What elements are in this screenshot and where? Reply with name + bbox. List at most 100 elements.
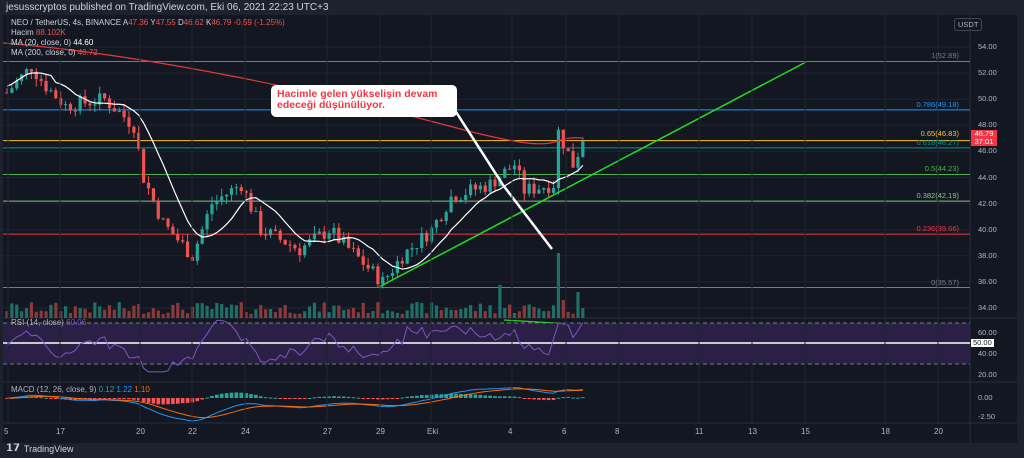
volume-bar: [332, 305, 336, 318]
candle-body: [390, 272, 395, 276]
candle-body: [366, 264, 370, 269]
macd-histogram-bar: [312, 397, 317, 399]
candle-body: [78, 96, 82, 112]
callout-pointer: [447, 100, 553, 250]
candle-body: [249, 192, 253, 212]
candle-body: [400, 260, 404, 264]
volume-bar: [239, 302, 243, 318]
macd-histogram-bar: [507, 396, 512, 398]
macd-histogram-bar: [185, 398, 190, 403]
volume-bar: [317, 311, 321, 318]
volume-bar: [400, 313, 404, 318]
volume-bar: [34, 311, 38, 318]
volume-bar: [537, 308, 541, 318]
ma20-legend[interactable]: MA (20, close, 0) 44.60: [11, 38, 93, 47]
volume-bar: [351, 307, 356, 318]
volume-value: 88.102K: [35, 28, 66, 37]
candle-body: [439, 220, 443, 222]
volume-bar: [312, 302, 317, 318]
time-tick: 5: [4, 427, 9, 436]
macd-histogram-bar: [136, 398, 141, 401]
volume-bar: [142, 313, 146, 318]
fib-level-label: 0.382(42.19): [916, 191, 959, 201]
candle-body: [229, 188, 234, 195]
currency-label[interactable]: USDT: [954, 18, 983, 31]
volume-bar: [342, 309, 346, 318]
macd-histogram-bar: [268, 397, 273, 399]
price-tick: 34.00: [978, 303, 997, 312]
candle-body: [146, 182, 151, 189]
volume-bar: [107, 305, 112, 318]
rsi-legend[interactable]: RSI (14, close) 60.06: [11, 318, 86, 327]
rsi-value: 60.06: [66, 318, 87, 327]
candle-body: [517, 165, 521, 171]
volume-bar: [117, 302, 121, 318]
volume-bar: [156, 310, 160, 318]
volume-bar: [512, 312, 517, 318]
volume-bar: [234, 305, 238, 318]
candle-body: [566, 148, 570, 152]
volume-bar: [469, 305, 473, 318]
volume-bar: [185, 313, 190, 318]
volume-bar: [39, 310, 43, 318]
time-tick: 20: [136, 427, 145, 436]
volume-bar: [293, 313, 297, 318]
volume-bar: [386, 310, 390, 318]
candle-body: [551, 188, 556, 193]
macd-histogram-bar: [180, 398, 185, 404]
volume-bar: [307, 306, 312, 318]
macd-histogram-bar: [366, 398, 370, 399]
time-tick: 8: [615, 427, 620, 436]
rsi-tick: 60.00: [978, 328, 997, 337]
macd-histogram-bar: [468, 394, 473, 398]
macd-histogram-bar: [244, 393, 248, 398]
volume-bar: [410, 303, 414, 318]
macd-histogram-bar: [351, 397, 356, 399]
volume-bar: [483, 311, 487, 318]
tradingview-brand[interactable]: 𝟭𝟳 TradingView: [6, 443, 73, 454]
volume-bar: [93, 302, 97, 318]
candle-body: [39, 79, 43, 81]
macd-histogram-bar: [307, 397, 312, 399]
high-value: 47.55: [155, 18, 176, 27]
volume-bar: [581, 308, 585, 318]
time-tick: 29: [376, 427, 385, 436]
chart-area[interactable]: NEO / TetherUS, 4s, BINANCE A47.36 Y47.5…: [3, 15, 1017, 443]
candle-body: [327, 233, 331, 239]
volume-bar: [503, 308, 507, 318]
trend-line: [378, 61, 807, 288]
candle-body: [415, 247, 419, 249]
macd-histogram-bar: [385, 398, 390, 400]
macd-histogram-bar: [546, 398, 551, 401]
macd-histogram-bar: [73, 398, 78, 401]
symbol-name[interactable]: NEO / TetherUS, 4s, BINANCE: [11, 18, 122, 27]
chart-canvas[interactable]: [3, 15, 1017, 443]
high-label: Y: [150, 18, 156, 27]
macd-histogram-bar: [146, 398, 151, 403]
macd-histogram-bar: [302, 398, 307, 399]
volume-legend[interactable]: Hacim 88.102K: [11, 28, 66, 37]
volume-bar: [356, 312, 360, 318]
macd-legend[interactable]: MACD (12, 26, close, 9) 0.12 1.22 1.10: [11, 385, 150, 394]
macd-histogram-bar: [361, 398, 366, 399]
macd-histogram-bar: [410, 396, 414, 398]
volume-bar: [78, 308, 82, 318]
annotation-callout[interactable]: Hacimle gelen yükselişin devam edeceği d…: [271, 85, 457, 117]
volume-bar: [88, 312, 92, 318]
macd-histogram-bar: [556, 397, 561, 399]
price-tick: 50.00: [978, 94, 997, 104]
volume-bar: [29, 302, 33, 318]
volume-label: Hacim: [11, 28, 34, 37]
price-tick: 36.00: [978, 276, 997, 286]
volume-bar: [288, 312, 292, 318]
volume-bar: [527, 304, 531, 318]
ma20-line: [6, 72, 584, 270]
volume-bar: [395, 312, 399, 318]
candle-body: [54, 90, 58, 99]
macd-histogram-bar: [166, 398, 170, 405]
volume-bar: [551, 305, 556, 318]
volume-bar: [488, 305, 492, 318]
candle-body: [234, 187, 238, 189]
volume-bar: [259, 305, 263, 318]
ma200-legend[interactable]: MA (200, close, 0) 46.72: [11, 48, 98, 57]
